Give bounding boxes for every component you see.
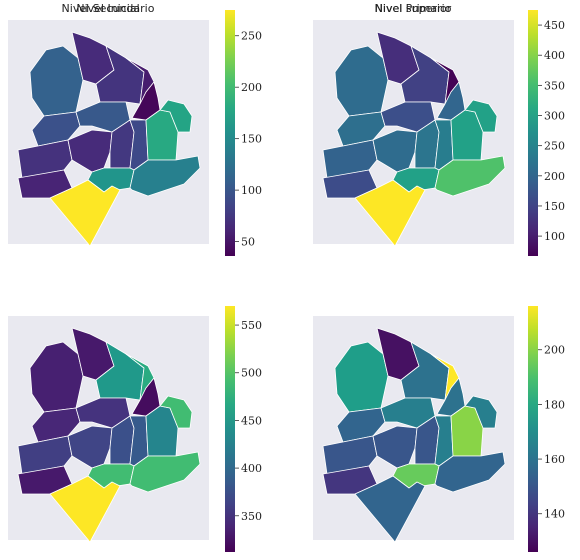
colorbar-tick-label: 350 (544, 79, 565, 92)
colorbar-tick-label: 50 (241, 236, 255, 249)
district-layer (322, 327, 506, 543)
district-layer (322, 31, 506, 247)
colorbar (225, 306, 235, 552)
district-14 (159, 99, 193, 133)
district-16 (434, 155, 506, 197)
district-16 (129, 451, 201, 493)
colorbar-tick-label: 450 (241, 414, 262, 427)
colorbar-tick-label: 100 (544, 230, 565, 243)
colorbar-tick-label: 150 (544, 200, 565, 213)
district-5 (131, 377, 161, 417)
colorbar-tick-label: 400 (241, 462, 262, 475)
district-5 (436, 377, 466, 417)
district-17 (49, 179, 121, 247)
colorbar-tick-label: 200 (544, 170, 565, 183)
colorbar-tick-label: 140 (544, 508, 565, 521)
district-17 (354, 475, 426, 543)
colorbar-tick-label: 400 (544, 49, 565, 62)
district-5 (131, 81, 161, 121)
district-layer (17, 31, 201, 247)
colorbar-tick-label: 250 (241, 30, 262, 43)
colorbar-tick-label: 200 (544, 344, 565, 357)
colorbar-tick-label: 100 (241, 184, 262, 197)
colorbar-tick-label: 300 (544, 110, 565, 123)
colorbar-tick-label: 500 (241, 367, 262, 380)
colorbar (528, 306, 538, 552)
district-10 (372, 425, 418, 469)
district-5 (436, 81, 466, 121)
district-10 (372, 129, 418, 173)
colorbar-tick-label: 250 (544, 140, 565, 153)
colorbar-tick-label: 550 (241, 319, 262, 332)
district-16 (129, 155, 201, 197)
district-14 (159, 395, 193, 429)
district-14 (464, 395, 498, 429)
panel-title: Nivel Primario (375, 2, 452, 15)
panel-title: Nivel Inicial (76, 2, 139, 15)
colorbar-tick-label: 150 (241, 133, 262, 146)
map-panel-4: Nivel superior 140 160 180 200 (313, 2, 565, 552)
colorbar-tick-label: 180 (544, 398, 565, 411)
panel-title: Nivel superior (375, 2, 452, 15)
colorbar-tick-label: 350 (241, 510, 262, 523)
district-10 (67, 129, 113, 173)
colorbar-tick-label: 450 (544, 19, 565, 32)
colorbar (528, 10, 538, 256)
colorbar-tick-label: 200 (241, 81, 262, 94)
district-14 (464, 99, 498, 133)
colorbar (225, 10, 235, 256)
district-10 (67, 425, 113, 469)
district-16 (434, 451, 506, 493)
district-layer (17, 327, 201, 543)
district-17 (354, 179, 426, 247)
map-panel-3: Nivel Secundario 350 400 450 500 550 (8, 2, 262, 552)
map-panel-2: Nivel Primario 100 150 200 250 300 350 400 450 (313, 2, 565, 256)
district-17 (49, 475, 121, 543)
colorbar-tick-label: 160 (544, 453, 565, 466)
panel-title: Nivel Secundario (62, 2, 155, 15)
map-panel-1: Nivel Inicial 50 100 150 200 250 (8, 2, 262, 256)
